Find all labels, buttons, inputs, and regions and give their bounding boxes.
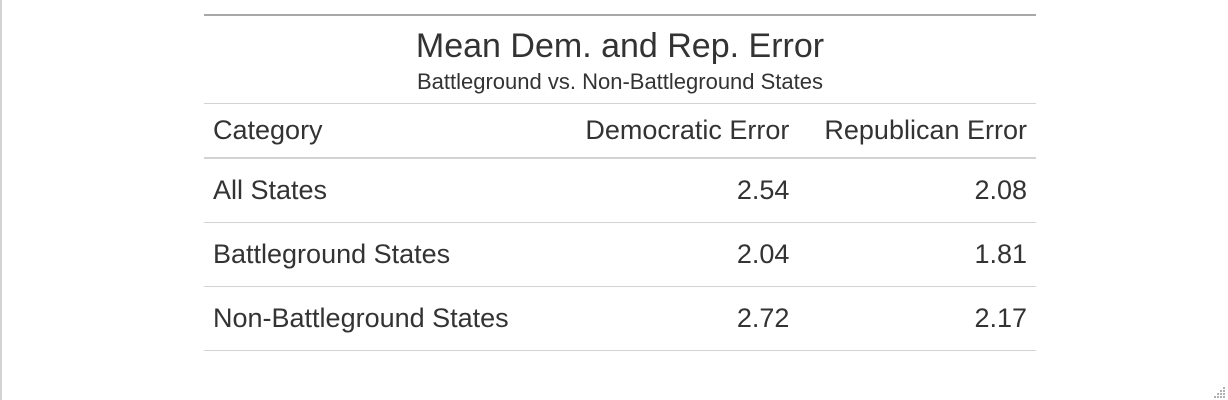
table-row: Non-Battleground States 2.72 2.17 [204, 286, 1036, 351]
table-row: Battleground States 2.04 1.81 [204, 222, 1036, 287]
header-democratic-error: Democratic Error [560, 104, 799, 159]
cell-republican-error: 1.81 [798, 222, 1036, 287]
cell-republican-error: 2.17 [798, 286, 1036, 351]
cell-category: Battleground States [204, 222, 561, 287]
cell-democratic-error: 2.54 [560, 158, 799, 223]
cell-democratic-error: 2.04 [560, 222, 799, 287]
table-row: All States 2.54 2.08 [204, 158, 1036, 223]
cell-republican-error: 2.08 [798, 158, 1036, 223]
cell-democratic-error: 2.72 [560, 286, 799, 351]
header-row: Category Democratic Error Republican Err… [204, 104, 1036, 159]
cell-category: Non-Battleground States [204, 286, 561, 351]
header-category: Category [204, 104, 561, 159]
resize-grip-icon[interactable] [1212, 384, 1226, 398]
header-republican-error: Republican Error [798, 104, 1036, 159]
table-title: Mean Dem. and Rep. Error [415, 27, 825, 65]
summary-table-container: Mean Dem. and Rep. Error Battleground vs… [204, 14, 1036, 351]
table-subtitle: Battleground vs. Non-Battleground States [416, 69, 824, 94]
title-divider [204, 103, 1036, 104]
error-table: Category Democratic Error Republican Err… [204, 104, 1036, 351]
table-top-rule [204, 14, 1036, 16]
cell-category: All States [204, 158, 561, 223]
